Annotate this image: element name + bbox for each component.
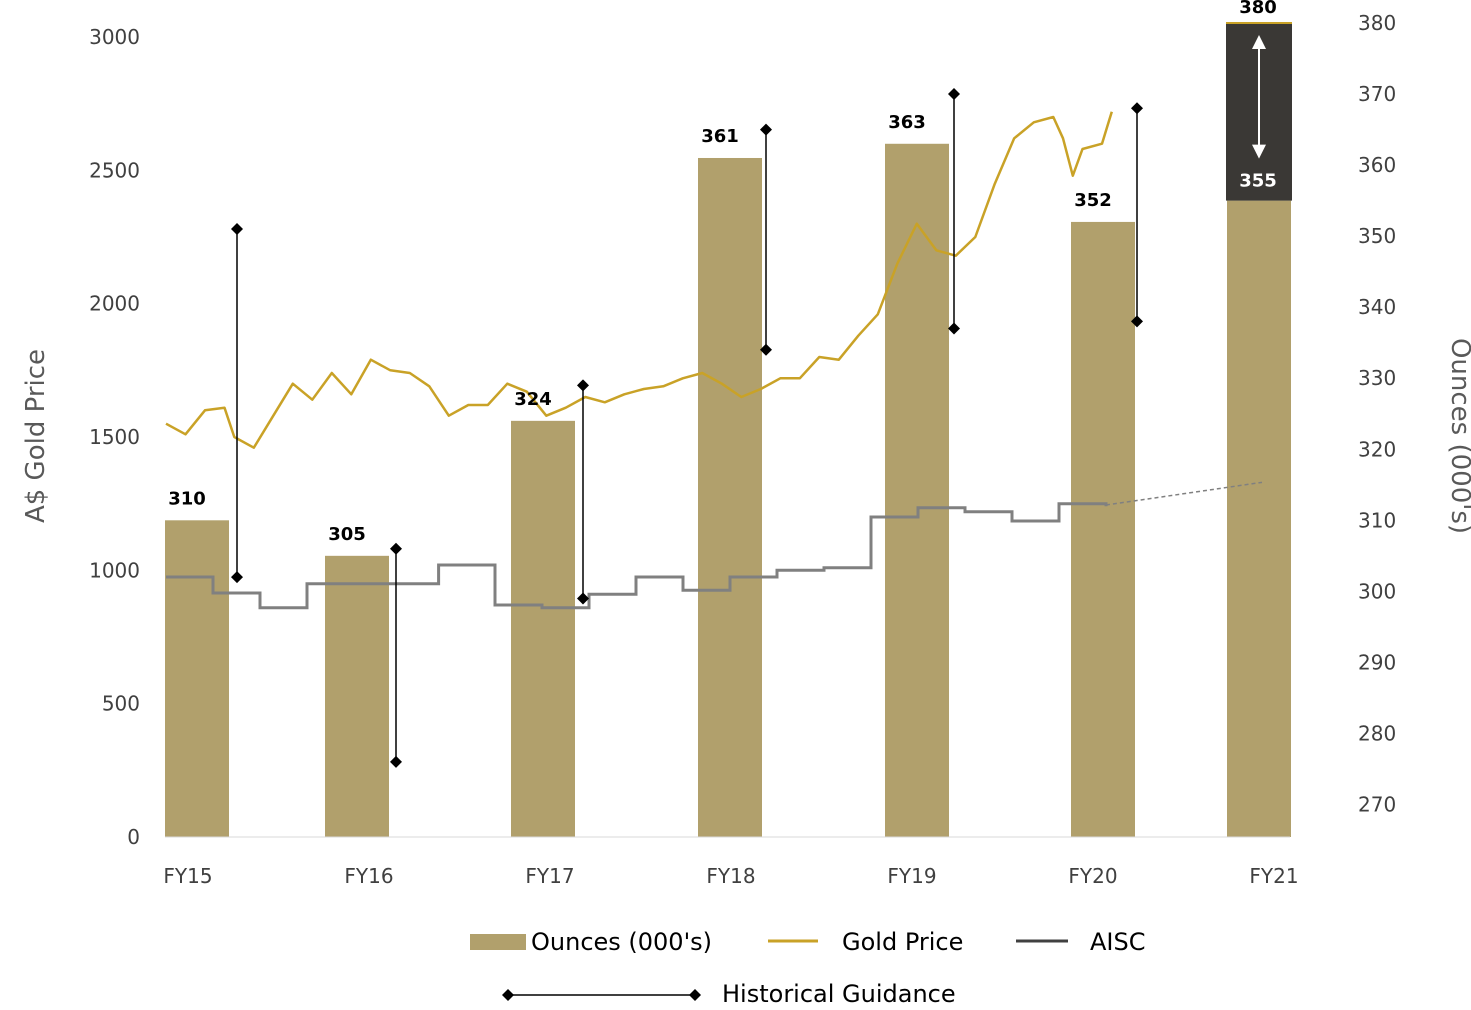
aisc-projection xyxy=(1105,481,1263,506)
guidance-low-marker xyxy=(760,343,772,356)
right-tick-label: 290 xyxy=(1358,650,1396,674)
guidance-low-marker xyxy=(948,322,960,335)
right-tick-label: 330 xyxy=(1358,366,1396,390)
bar-value-label: 324 xyxy=(514,389,552,410)
aisc-series xyxy=(166,502,1108,610)
legend-guidance-marker-right xyxy=(689,989,701,1001)
bar-value-label: 305 xyxy=(328,524,366,545)
guidance-high-marker xyxy=(390,542,402,555)
aisc-line xyxy=(166,481,1263,610)
guidance-high-marker xyxy=(760,123,772,136)
right-tick-label: 270 xyxy=(1358,792,1396,816)
left-axis-title: A$ Gold Price xyxy=(21,349,51,523)
guidance-low-marker xyxy=(231,571,243,584)
right-tick-label: 340 xyxy=(1358,295,1396,319)
guidance-high-marker xyxy=(948,88,960,101)
right-tick-label: 350 xyxy=(1358,224,1396,248)
left-tick-label: 1000 xyxy=(89,558,140,582)
gold-price-series xyxy=(165,111,1113,449)
guidance-low-marker xyxy=(577,592,589,605)
right-tick-label: 370 xyxy=(1358,82,1396,106)
x-tick-label: FY15 xyxy=(163,864,212,888)
guidance-high-marker xyxy=(577,379,589,392)
legend-ounces-swatch xyxy=(470,934,526,950)
right-axis-title: Ounces (000's) xyxy=(1445,338,1471,534)
x-tick-label: FY16 xyxy=(344,864,393,888)
ounces-bar xyxy=(1071,221,1135,837)
legend-guidance-label: Historical Guidance xyxy=(722,980,956,1006)
ounces-bar xyxy=(165,520,229,837)
x-tick-label: FY18 xyxy=(706,864,755,888)
guidance-low-marker xyxy=(390,755,402,768)
legend-gold-label: Gold Price xyxy=(842,928,963,956)
ounces-bar xyxy=(698,157,762,837)
left-tick-label: 0 xyxy=(127,825,140,849)
legend-ounces-label: Ounces (000's) xyxy=(531,928,712,956)
right-tick-label: 310 xyxy=(1358,508,1396,532)
x-tick-label: FY21 xyxy=(1249,864,1298,888)
fy21-range-arrow-up xyxy=(1252,35,1266,49)
historical-guidance-markers xyxy=(231,88,1143,768)
fy21-high-label: 380 xyxy=(1239,0,1277,18)
x-tick-label: FY20 xyxy=(1068,864,1117,888)
x-tick-label: FY19 xyxy=(887,864,936,888)
fy21-low-label: 355 xyxy=(1239,171,1277,192)
right-tick-label: 320 xyxy=(1358,437,1396,461)
ounces-bar xyxy=(511,420,575,837)
x-tick-label: FY17 xyxy=(525,864,574,888)
left-tick-label: 2500 xyxy=(89,158,140,182)
fy21-range-arrow-down xyxy=(1252,144,1266,159)
guidance-high-marker xyxy=(1131,102,1143,115)
gold-price-line xyxy=(165,111,1113,449)
right-tick-label: 380 xyxy=(1358,11,1396,35)
legend-aisc-label: AISC xyxy=(1090,928,1146,956)
bar-value-label: 310 xyxy=(168,488,206,509)
right-tick-label: 300 xyxy=(1358,579,1396,603)
left-tick-label: 2000 xyxy=(89,292,140,316)
legend: Ounces (000's) Gold Price AISC Historica… xyxy=(470,928,1146,1008)
bar-value-label: 363 xyxy=(888,112,926,133)
guidance-low-marker xyxy=(1131,315,1143,328)
legend-guidance-marker-left xyxy=(502,989,514,1001)
bar-value-label: 352 xyxy=(1074,190,1112,211)
right-tick-label: 360 xyxy=(1358,153,1396,177)
left-tick-label: 1500 xyxy=(89,425,140,449)
axes: A$ Gold Price Ounces (000's) 0 500 1000 150… xyxy=(21,11,1471,888)
ounces-bar xyxy=(1227,200,1291,837)
guidance-high-marker xyxy=(231,223,243,236)
ounces-bar xyxy=(325,555,389,837)
ounces-bars xyxy=(165,22,1292,837)
ounces-bar xyxy=(885,143,949,837)
right-tick-label: 280 xyxy=(1358,721,1396,745)
left-tick-label: 3000 xyxy=(89,25,140,49)
bar-value-label: 361 xyxy=(701,126,739,147)
left-tick-label: 500 xyxy=(102,692,140,716)
bar-value-labels: 310 305 324 361 363 352 380 355 xyxy=(168,0,1277,545)
